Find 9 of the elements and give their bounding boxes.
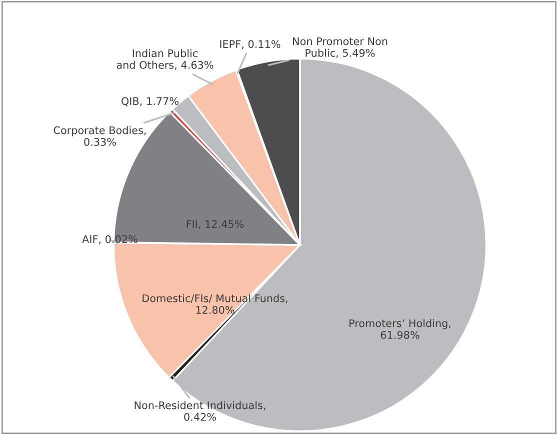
slice-label: QIB, 1.77% [122,97,178,106]
slice-label: Promoters’ Holding, 61.98% [350,319,450,339]
slice-label: IEPF, 0.11% [220,40,280,50]
slice-label: Domestic/FIs/ Mutual Funds, 12.80% [142,294,288,314]
slice-label: Non Promoter Non Public, 5.49% [293,37,388,58]
slice-label: Corporate Bodies, 0.33% [54,126,146,146]
slice-label: FII, 12.45% [186,220,244,230]
slice-label: Non-Resident Individuals, 0.42% [134,401,266,421]
slice-label: Indian Public and Others, 4.63% [116,49,214,70]
